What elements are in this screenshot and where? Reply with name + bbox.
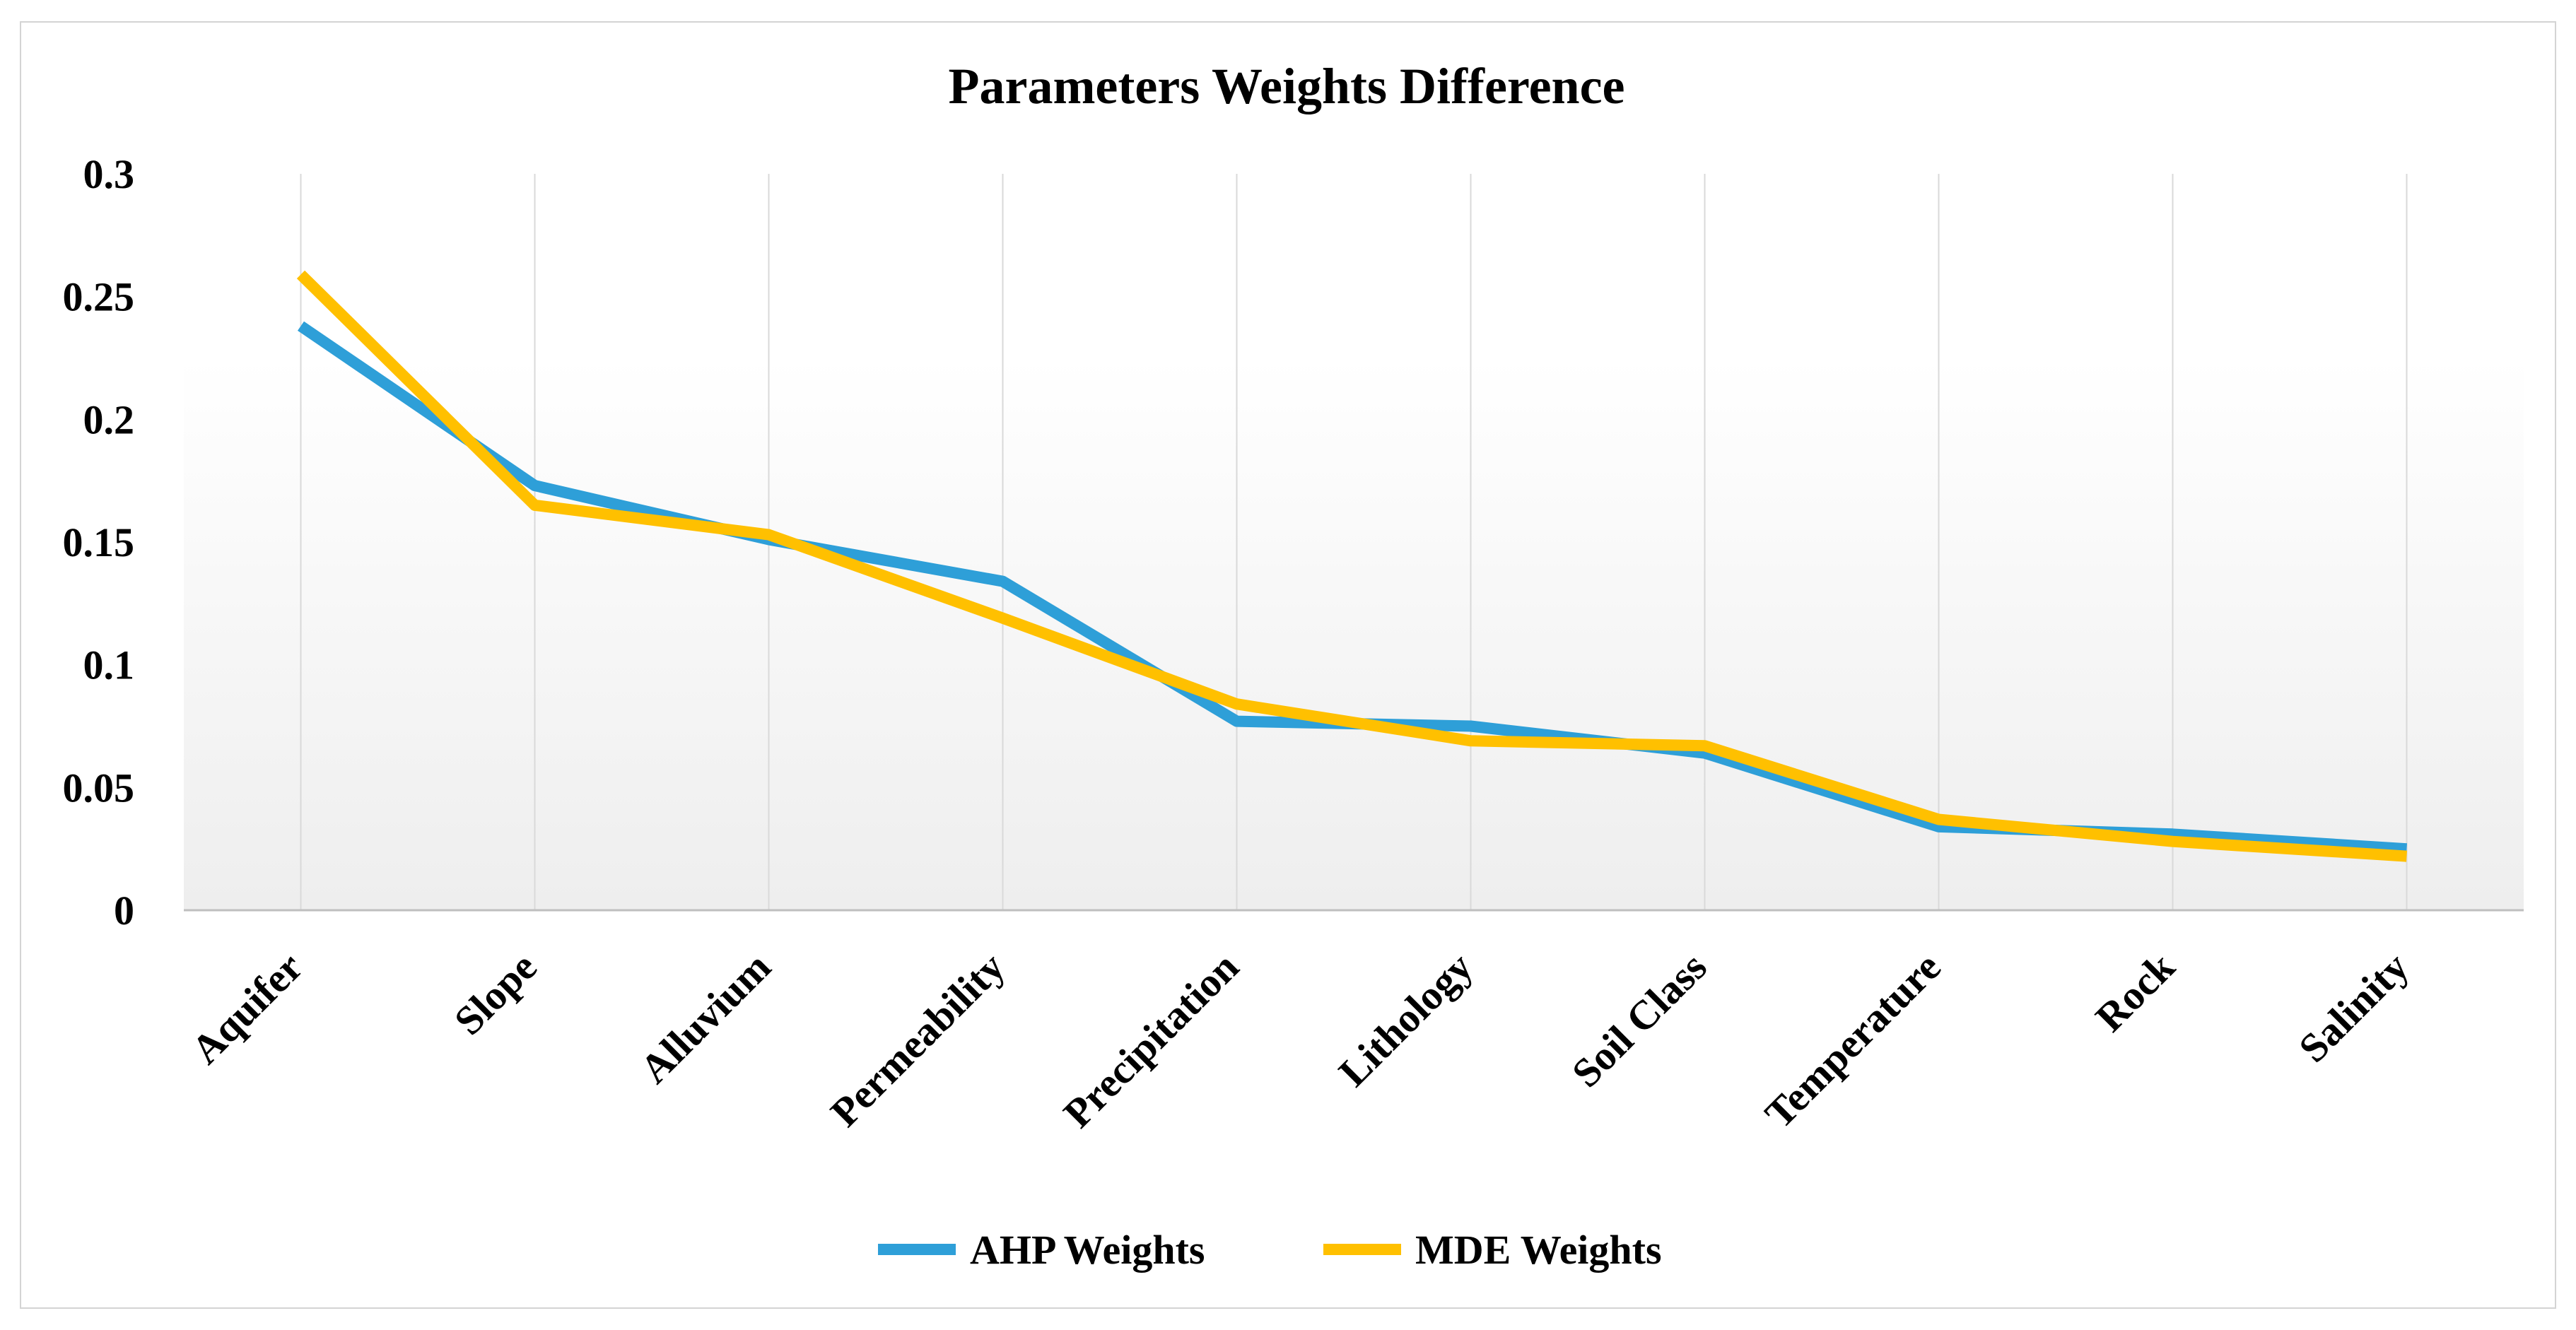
y-tick-label: 0.25 — [63, 274, 135, 320]
y-tick-label: 0 — [114, 888, 134, 934]
plot-area — [184, 174, 2524, 910]
x-tick-label: Precipitation — [1055, 943, 1248, 1136]
x-tick-label: Soil Class — [1563, 943, 1716, 1096]
legend-label: AHP Weights — [970, 1227, 1205, 1273]
legend-label: MDE Weights — [1415, 1227, 1662, 1273]
x-tick-label: Lithology — [1330, 943, 1482, 1095]
x-tick-label: Salinity — [2290, 943, 2417, 1071]
x-tick-label: Temperature — [1756, 943, 1950, 1137]
x-tick-label: Slope — [445, 943, 546, 1044]
y-tick-label: 0.05 — [63, 765, 135, 811]
x-tick-label: Rock — [2087, 943, 2184, 1041]
y-tick-label: 0.15 — [63, 519, 135, 565]
chart-frame: Parameters Weights Difference 0 0.05 0.1 0.… — [20, 21, 2556, 1309]
y-tick-label: 0.3 — [83, 151, 135, 197]
x-tick-label: Alluvium — [631, 943, 780, 1092]
chart-title: Parameters Weights Difference — [949, 58, 1625, 114]
x-tick-label: Permeability — [821, 943, 1013, 1135]
y-tick-label: 0.1 — [83, 642, 135, 688]
y-tick-label: 0.2 — [83, 396, 135, 442]
line-chart: Parameters Weights Difference 0 0.05 0.1 0.… — [63, 58, 2524, 1273]
series-line-mde-weights — [296, 270, 2408, 862]
x-tick-label: Aquifer — [182, 943, 312, 1073]
